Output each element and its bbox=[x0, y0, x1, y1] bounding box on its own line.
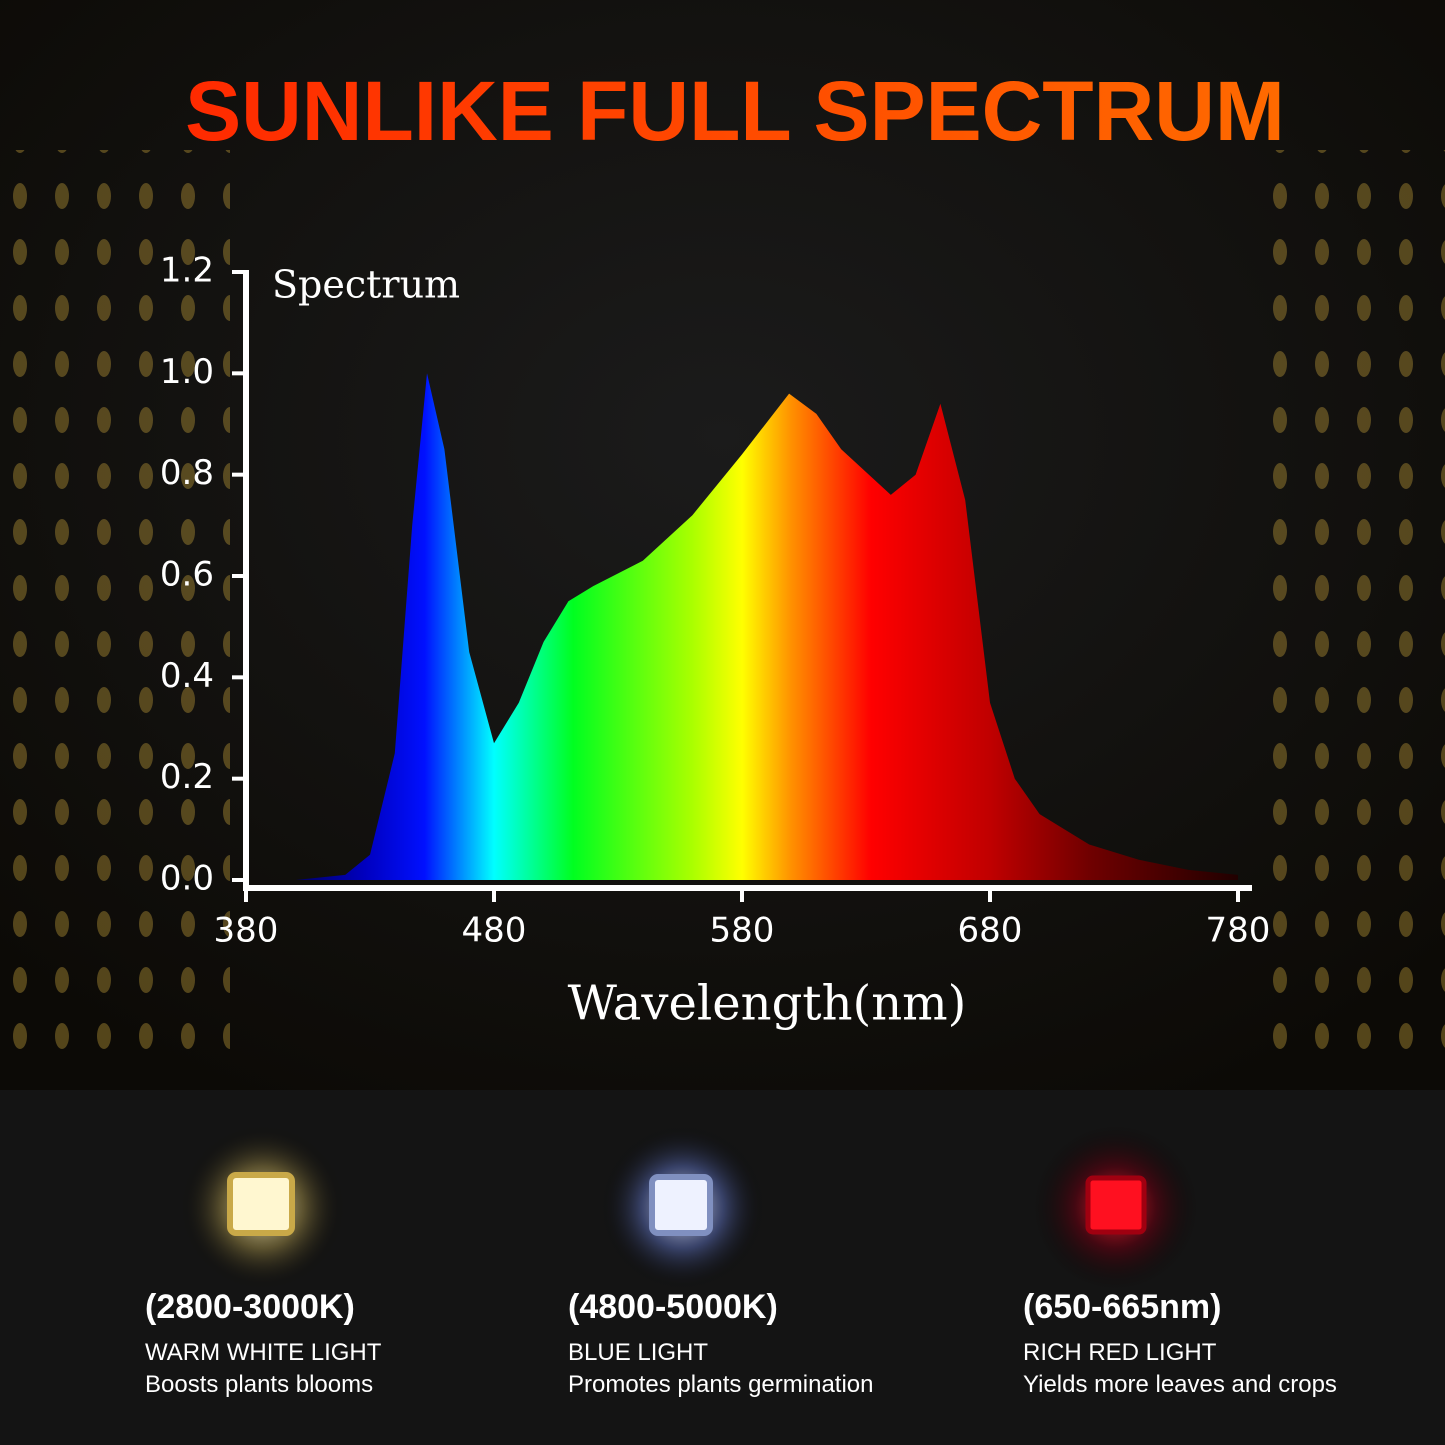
feature-range: (650-665nm) bbox=[1023, 1288, 1221, 1326]
feature-range: (4800-5000K) bbox=[568, 1288, 778, 1326]
y-tick-label: 0.8 bbox=[160, 453, 214, 493]
feature-description: Yields more leaves and crops bbox=[1023, 1371, 1337, 1398]
feature-description: Boosts plants blooms bbox=[145, 1371, 373, 1398]
y-tick-label: 0.4 bbox=[160, 656, 214, 696]
feature-name: BLUE LIGHT bbox=[568, 1339, 708, 1366]
led-icon bbox=[649, 1174, 713, 1236]
y-tick-label: 0.0 bbox=[160, 859, 214, 899]
feature-name: RICH RED LIGHT bbox=[1023, 1339, 1217, 1366]
bokeh-left bbox=[0, 150, 230, 1050]
annotation: Spectrum bbox=[272, 263, 460, 307]
bokeh-right bbox=[1250, 150, 1445, 1050]
x-tick-label: 480 bbox=[462, 911, 527, 951]
x-tick-label: 380 bbox=[214, 911, 279, 951]
led-icon bbox=[227, 1172, 295, 1236]
spectrum-area bbox=[246, 373, 1238, 880]
led-icon bbox=[1085, 1175, 1147, 1235]
x-tick-label: 680 bbox=[958, 911, 1023, 951]
chart-title: SUNLIKE FULL SPECTRUM bbox=[185, 64, 1285, 158]
y-tick-label: 1.0 bbox=[160, 352, 214, 392]
plot: 0.0 0.2 0.4 0.6 0.8 1.0 1.2 380 480 580 680 780 bbox=[160, 251, 1271, 951]
y-tick-label: 0.6 bbox=[160, 555, 214, 595]
feature-name: WARM WHITE LIGHT bbox=[145, 1339, 382, 1366]
x-tick-label: 580 bbox=[710, 911, 775, 951]
y-tick-label: 1.2 bbox=[160, 251, 214, 291]
y-tick-label: 0.2 bbox=[160, 757, 214, 797]
x-axis-label: Wavelength(nm) bbox=[568, 976, 967, 1032]
feature-range: (2800-3000K) bbox=[145, 1288, 355, 1326]
x-tick-label: 780 bbox=[1206, 911, 1271, 951]
feature-description: Promotes plants germination bbox=[568, 1371, 873, 1398]
